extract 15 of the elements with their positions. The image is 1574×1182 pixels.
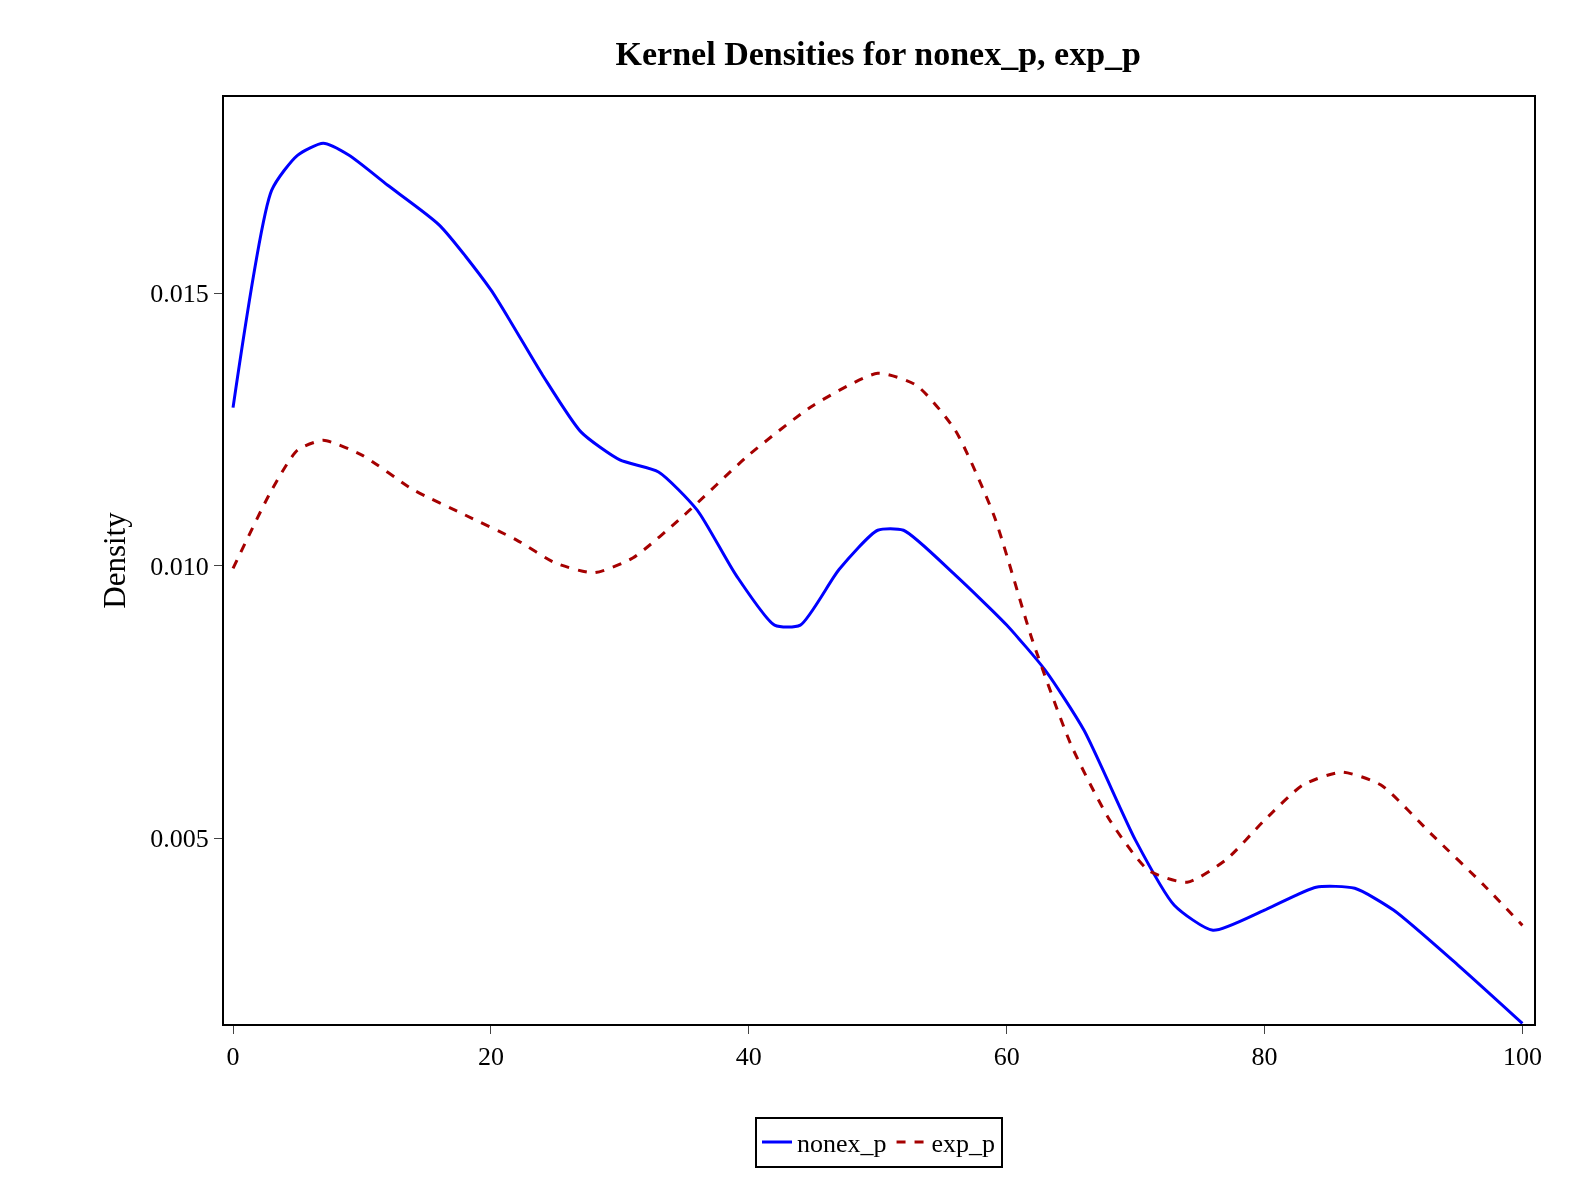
y-axis-title: Density [97, 511, 133, 609]
line-series [231, 371, 1524, 927]
x-tick-label: 80 [1251, 1042, 1278, 1072]
y-tick-label: 0.005 [150, 824, 209, 854]
line-series [231, 141, 1524, 1024]
x-tick-label: 60 [993, 1042, 1020, 1072]
x-tick-label: 0 [226, 1042, 240, 1072]
y-tick-label: 0.015 [150, 279, 209, 309]
legend-label: exp_p [931, 1129, 996, 1159]
x-tick-label: 20 [477, 1042, 504, 1072]
legend-label: nonex_p [797, 1129, 887, 1159]
x-tick-label: 100 [1502, 1042, 1542, 1072]
chart-title: Kernel Densities for nonex_p, exp_p [615, 35, 1142, 73]
x-tick-label: 40 [735, 1042, 762, 1072]
y-tick-label: 0.010 [150, 551, 209, 581]
